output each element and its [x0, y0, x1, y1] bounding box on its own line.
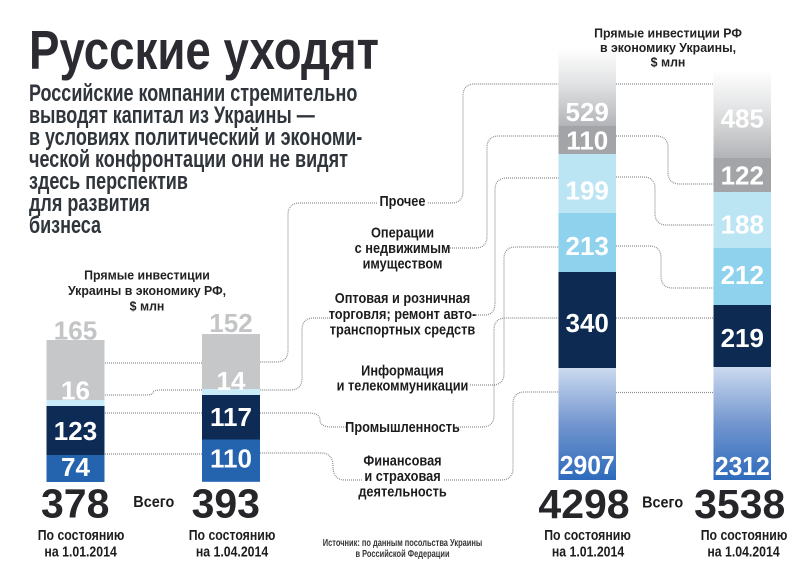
svg-text:Финансовая: Финансовая — [363, 451, 441, 468]
svg-text:Российские компании стремитель: Российские компании стремительно — [29, 80, 357, 106]
svg-text:123: 123 — [54, 416, 97, 446]
svg-text:219: 219 — [721, 323, 764, 353]
svg-text:Всего: Всего — [133, 493, 174, 511]
svg-text:340: 340 — [566, 308, 609, 338]
svg-text:Всего: Всего — [642, 494, 683, 512]
svg-text:Информация: Информация — [361, 361, 444, 378]
svg-text:485: 485 — [721, 103, 764, 133]
svg-text:с недвижимым: с недвижимым — [355, 239, 451, 256]
svg-text:в экономику Украины,: в экономику Украины, — [600, 41, 736, 55]
svg-text:165: 165 — [54, 316, 97, 346]
svg-text:378: 378 — [41, 481, 109, 527]
svg-text:188: 188 — [721, 209, 764, 239]
svg-text:Промышленность: Промышленность — [345, 418, 460, 435]
svg-text:в Российской Федерации: в Российской Федерации — [355, 548, 449, 560]
svg-text:торговля; ремонт авто-: торговля; ремонт авто- — [329, 305, 477, 322]
svg-text:имуществом: имуществом — [363, 255, 443, 272]
svg-text:110: 110 — [210, 444, 252, 474]
svg-text:110: 110 — [566, 125, 608, 155]
svg-text:4298: 4298 — [538, 481, 629, 527]
svg-text:По состоянию: По состоянию — [544, 527, 631, 543]
svg-text:в условиях политический и экон: в условиях политический и экономи- — [29, 125, 362, 151]
svg-text:Украины в экономику РФ,: Украины в экономику РФ, — [68, 284, 226, 298]
svg-text:529: 529 — [566, 97, 609, 127]
svg-text:По состоянию: По состоянию — [38, 527, 125, 543]
svg-text:393: 393 — [192, 481, 260, 527]
svg-text:Источник: по данным посольства: Источник: по данным посольства Украины — [323, 537, 483, 549]
svg-text:деятельность: деятельность — [358, 483, 446, 500]
svg-text:выводят капитал из Украины —: выводят капитал из Украины — — [29, 103, 315, 129]
svg-text:3538: 3538 — [694, 481, 785, 527]
svg-text:122: 122 — [721, 160, 764, 190]
svg-text:здесь перспектив: здесь перспектив — [29, 169, 188, 195]
svg-text:212: 212 — [721, 260, 764, 290]
svg-text:Операции: Операции — [371, 223, 434, 240]
svg-text:Оптовая и розничная: Оптовая и розничная — [335, 289, 470, 306]
svg-text:117: 117 — [210, 402, 252, 432]
svg-text:213: 213 — [566, 231, 609, 261]
svg-text:транспортных средств: транспортных средств — [330, 320, 475, 337]
svg-text:16: 16 — [61, 376, 90, 406]
svg-text:2312: 2312 — [715, 452, 770, 481]
svg-text:на 1.01.2014: на 1.01.2014 — [552, 543, 625, 559]
svg-text:Прямые инвестиции: Прямые инвестиции — [84, 268, 210, 282]
svg-text:и страховая: и страховая — [364, 467, 440, 484]
svg-text:и телекоммуникации: и телекоммуникации — [337, 376, 469, 393]
svg-text:199: 199 — [566, 175, 609, 205]
svg-text:Прочее: Прочее — [380, 192, 426, 209]
svg-text:$ млн: $ млн — [130, 299, 165, 313]
svg-text:14: 14 — [217, 366, 246, 396]
svg-text:Прямые инвестиции РФ: Прямые инвестиции РФ — [594, 26, 742, 40]
svg-text:бизнеса: бизнеса — [29, 213, 101, 239]
svg-text:ческой конфронтации они не вид: ческой конфронтации они не видят — [29, 147, 348, 173]
svg-text:на 1.01.2014: на 1.01.2014 — [44, 543, 117, 559]
svg-text:для развития: для развития — [29, 191, 150, 217]
svg-text:По состоянию: По состоянию — [701, 527, 788, 543]
svg-text:152: 152 — [209, 308, 252, 338]
svg-text:По состоянию: По состоянию — [189, 527, 276, 543]
svg-text:на 1.04.2014: на 1.04.2014 — [707, 543, 780, 559]
svg-text:74: 74 — [61, 452, 90, 482]
svg-text:$ млн: $ млн — [651, 55, 686, 69]
svg-text:Русские уходят: Русские уходят — [29, 19, 379, 81]
svg-text:на 1.04.2014: на 1.04.2014 — [196, 543, 269, 559]
svg-text:2907: 2907 — [560, 451, 615, 480]
